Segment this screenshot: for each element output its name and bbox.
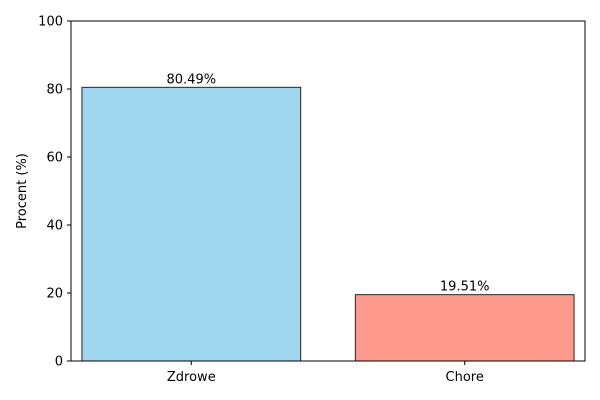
data-labels-layer: 80.49% 19.51%	[167, 72, 490, 294]
data-label-chore: 19.51%	[440, 280, 490, 295]
x-tick-label-zdrowe: Zdrowe	[167, 370, 216, 385]
x-tick-label-chore: Chore	[446, 370, 484, 385]
y-tick-label-100: 100	[38, 15, 63, 30]
y-tick-label-60: 60	[46, 151, 63, 166]
y-tick-label-0: 0	[55, 355, 63, 370]
plot-area-frame	[70, 20, 586, 362]
x-axis-ticks: Zdrowe Chore	[167, 361, 484, 385]
y-tick-label-20: 20	[46, 287, 63, 302]
bar-zdrowe	[81, 86, 302, 362]
y-axis-title: Procent (%)	[15, 153, 30, 229]
bars-layer	[81, 86, 575, 362]
bar-chore	[354, 294, 575, 362]
data-label-zdrowe: 80.49%	[167, 72, 217, 87]
y-tick-label-80: 80	[46, 83, 63, 98]
y-axis-ticks: 0 20 40 60 80 100	[38, 15, 71, 370]
y-tick-label-40: 40	[46, 219, 63, 234]
